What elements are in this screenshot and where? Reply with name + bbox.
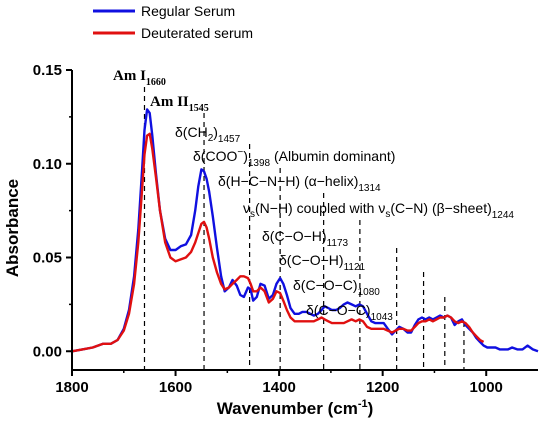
x-axis-label-unit-exponent: -1 [358, 398, 368, 410]
annotation-text-part: ) [243, 148, 248, 164]
annotation-text-part: (N−H) coupled with ν [255, 200, 385, 216]
x-tick-label: 1000 [470, 379, 503, 396]
annotation-text-part: ) [213, 124, 218, 140]
annotation-text-part: − [237, 147, 243, 158]
chart-ticks: 0.00 0.05 0.10 0.15 1800 1600 1400 1200 1000 [33, 62, 503, 396]
annotation-label: δ(C−O−H)1173 [262, 228, 349, 249]
annotation-label: Am II1545 [150, 94, 209, 114]
legend-label: Deuterated serum [141, 25, 253, 41]
x-axis-label-close: ) [368, 399, 374, 418]
annotation-text-part: (C−N) (β−sheet) [390, 200, 491, 216]
x-axis-label: Wavenumber (cm-1) [217, 398, 374, 418]
annotation-label: Am I1660 [113, 68, 166, 88]
y-tick-label: 0.15 [33, 62, 62, 79]
annotation-label: δ(CH2)1457 [175, 124, 241, 145]
annotation-text-part: 1121 [344, 262, 366, 273]
annotation-label: δ(C−O−C)1043 [306, 302, 393, 323]
chart-series [71, 108, 539, 353]
annotation-text-part: 1314 [358, 183, 381, 194]
chart-axes [71, 70, 538, 371]
annotation-text-part: (Albumin dominant) [270, 148, 395, 164]
annotation-text-part: δ(COO [193, 148, 237, 164]
annotation-text-part: 1660 [146, 77, 166, 88]
y-tick-label: 0.05 [33, 250, 62, 267]
annotation-text-part: δ(C−O−C) [293, 277, 358, 293]
annotation-label: νs(N−H) coupled with νs(C−N) (β−sheet)12… [243, 200, 514, 221]
annotation-text-part: δ(C−O−H) [279, 252, 344, 268]
annotation-text-part: s [385, 209, 390, 220]
annotation-text-part: δ(CH [175, 124, 208, 140]
y-tick-label: 0.10 [33, 156, 62, 173]
x-tick-label: 1600 [159, 379, 192, 396]
annotation-text-part: 1457 [218, 134, 241, 145]
annotation-label: δ(C−O−H)1121 [279, 252, 366, 273]
x-axis-label-main: Wavenumber (cm [217, 399, 358, 418]
legend-label: Regular Serum [141, 3, 235, 19]
annotation-text-part: ν [243, 200, 250, 216]
annotation-text-part: 1398 [248, 158, 271, 169]
annotation-label: δ(C−O−C)1080 [293, 277, 380, 298]
series-line-deuterated-serum [71, 132, 485, 353]
annotation-text-part: 1173 [327, 238, 349, 249]
annotation-text-part: 1545 [189, 103, 209, 114]
annotation-text-part: 1043 [371, 312, 394, 323]
annotation-text-part: δ(C−O−C) [306, 302, 371, 318]
annotation-text-part: δ(H−C−N−H) (α−helix) [218, 173, 358, 189]
annotation-text-part: 1244 [492, 210, 515, 221]
y-tick-label: 0.00 [33, 343, 62, 360]
chart-legend: Regular Serum Deuterated serum [93, 3, 253, 41]
x-tick-label: 1400 [262, 379, 295, 396]
annotation-text-part: 2 [208, 133, 214, 144]
annotation-text-part: δ(C−O−H) [262, 228, 327, 244]
annotation-text-part: Am I [113, 68, 146, 84]
annotation-text-part: s [250, 209, 255, 220]
annotation-label: δ(COO−)1398 (Albumin dominant) [193, 147, 395, 169]
annotation-text-part: 1080 [358, 287, 381, 298]
annotation-label: δ(H−C−N−H) (α−helix)1314 [218, 173, 381, 194]
x-tick-label: 1200 [366, 379, 399, 396]
y-axis-label: Absorbance [3, 179, 22, 277]
annotation-text-part: Am II [150, 94, 189, 110]
x-tick-label: 1800 [55, 379, 88, 396]
series-line-regular-serum [71, 108, 539, 353]
